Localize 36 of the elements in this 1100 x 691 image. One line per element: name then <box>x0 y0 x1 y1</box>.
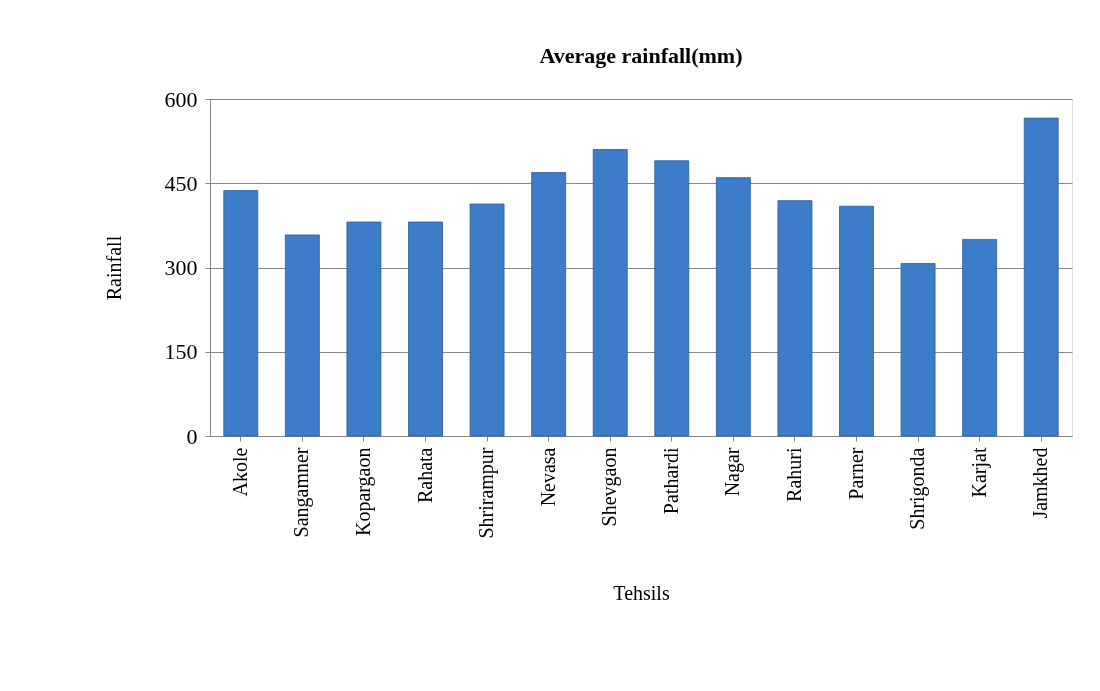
x-tick-label: Rahuri <box>782 447 805 502</box>
y-tick-label: 450 <box>164 170 198 196</box>
x-tick-label: Karjat <box>967 447 991 498</box>
bar <box>1023 117 1059 437</box>
bar <box>531 172 567 437</box>
y-tick-label: 150 <box>164 339 198 365</box>
x-tick-label: Jamkhed <box>1029 447 1052 519</box>
x-tick-label: Nagar <box>721 447 745 497</box>
bar <box>223 190 259 437</box>
x-tick-label: Nevasa <box>536 447 559 507</box>
bar <box>715 177 751 437</box>
x-tick-label: Pathardi <box>659 447 682 515</box>
bar <box>900 263 936 437</box>
bar <box>469 203 505 437</box>
bar <box>962 239 998 437</box>
bar <box>839 205 874 437</box>
bar <box>592 149 628 437</box>
bar <box>777 200 813 437</box>
bar <box>654 160 690 437</box>
bar <box>284 234 320 437</box>
bar <box>408 221 443 437</box>
x-tick-label: Shrigonda <box>906 447 930 530</box>
y-tick-label: 300 <box>164 255 198 280</box>
x-tick-label: Shrirampur <box>475 447 499 539</box>
x-tick-label: Akole <box>228 447 251 497</box>
x-tick-label: Sangamner <box>290 447 314 538</box>
y-axis-title: Rainfall <box>102 235 125 301</box>
chart-title: Average rainfall(mm) <box>539 43 743 68</box>
x-axis-title: Tehsils <box>613 581 670 604</box>
x-tick-label: Shevgaon <box>598 447 622 527</box>
x-tick-label: Kopargaon <box>351 447 375 536</box>
y-tick-label: 0 <box>186 423 198 449</box>
x-tick-label: Parner <box>844 447 867 500</box>
y-tick-label: 600 <box>164 86 198 112</box>
x-tick-label: Rahata <box>413 447 436 504</box>
bar <box>346 221 382 437</box>
